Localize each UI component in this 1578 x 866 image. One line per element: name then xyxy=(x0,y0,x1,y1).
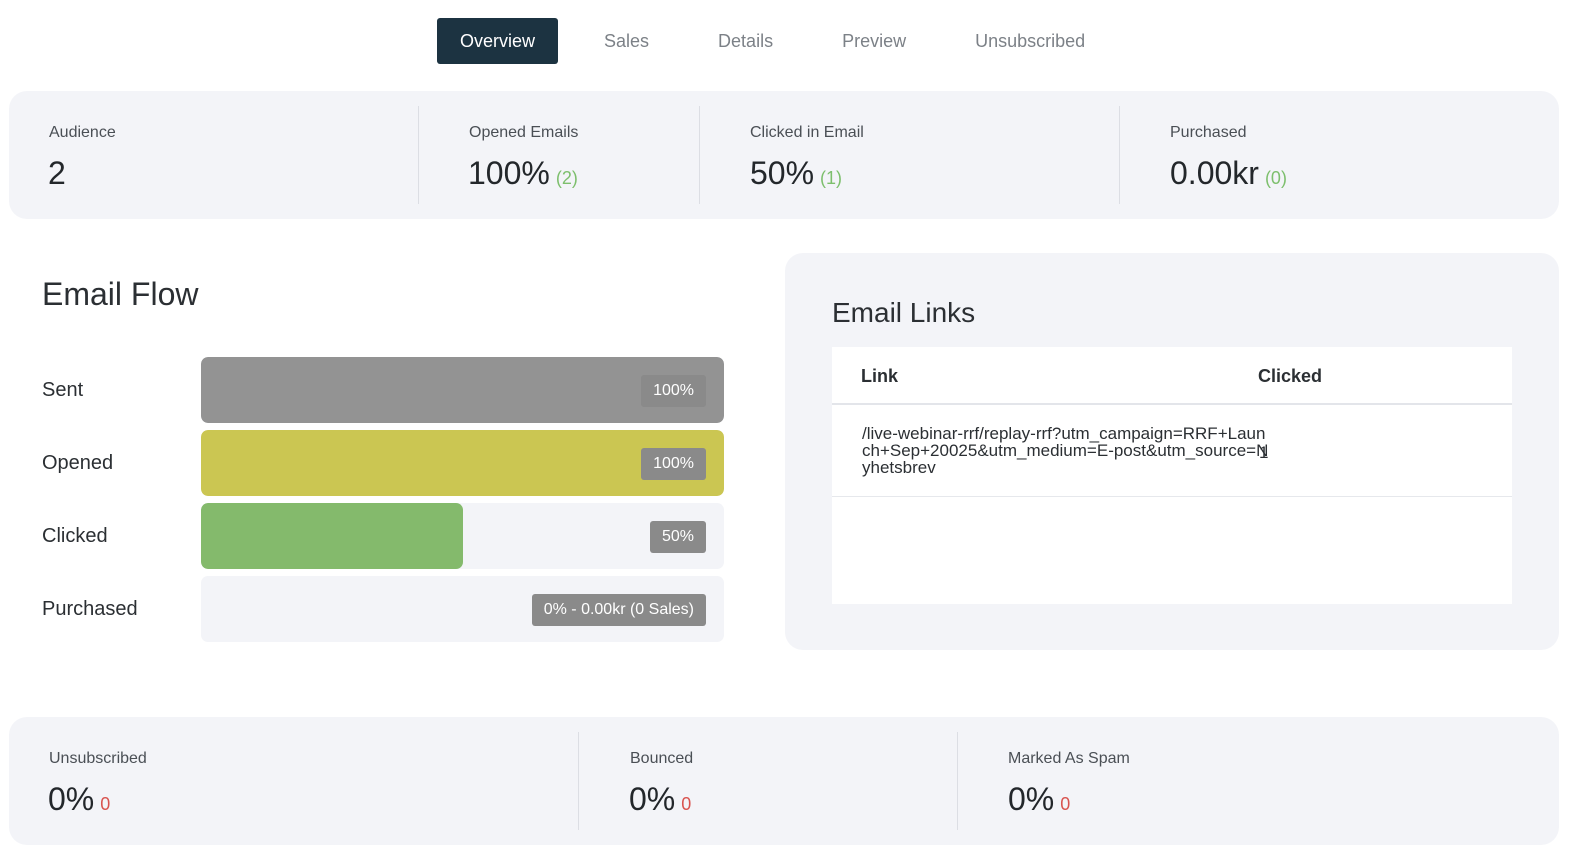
table-header: Link Clicked xyxy=(832,347,1512,405)
stat-spam-value: 0% 0 xyxy=(1008,781,1070,818)
stat-opened-value: 100% (2) xyxy=(468,155,578,192)
column-header-clicked: Clicked xyxy=(1258,366,1323,386)
flow-row-label: Opened xyxy=(42,452,114,474)
tab-details[interactable]: Details xyxy=(718,30,774,51)
flow-bar-fill xyxy=(201,357,724,423)
flow-bar-track: 100% xyxy=(201,430,724,496)
flow-bar-fill xyxy=(201,430,724,496)
flow-badge: 100% xyxy=(641,375,706,407)
stat-purchased: Purchased 0.00kr (0) xyxy=(1119,91,1559,219)
tab-unsubscribed[interactable]: Unsubscribed xyxy=(975,30,1086,51)
stat-spam-count: 0 xyxy=(1060,794,1071,814)
email-links-panel: Email Links Link Clicked /live-webinar-r… xyxy=(785,253,1559,650)
stat-opened-label: Opened Emails xyxy=(469,124,579,141)
stat-audience: Audience 2 xyxy=(9,91,418,219)
stat-opened-count: (2) xyxy=(555,168,578,188)
stat-bounced-count: 0 xyxy=(681,794,692,814)
stat-bounced-label: Bounced xyxy=(630,750,694,767)
link-url[interactable]: /live-webinar-rrf/replay-rrf?utm_campaig… xyxy=(862,424,1269,477)
stat-clicked-count: (1) xyxy=(820,168,843,188)
stat-unsubscribed-value: 0% 0 xyxy=(48,781,110,818)
divider xyxy=(957,732,958,830)
bottom-stats-card: Unsubscribed 0% 0 Bounced 0% 0 Marked As S… xyxy=(9,717,1559,845)
top-stats-card: Audience 2 Opened Emails 100% (2) Clicked… xyxy=(9,91,1559,219)
flow-badge: 0% - 0.00kr (0 Sales) xyxy=(531,594,706,626)
flow-row-purchased: Purchased 0% - 0.00kr (0 Sales) xyxy=(42,576,724,642)
flow-bar-fill xyxy=(201,503,463,569)
flow-row-label: Purchased xyxy=(42,598,138,620)
stat-clicked-label: Clicked in Email xyxy=(750,124,864,141)
stat-audience-number: 2 xyxy=(48,155,66,191)
tab-overview[interactable]: Overview xyxy=(437,18,559,64)
flow-bar-track: 0% - 0.00kr (0 Sales) xyxy=(201,576,724,642)
stat-clicked-number: 50% xyxy=(750,155,815,191)
stat-opened: Opened Emails 100% (2) xyxy=(418,91,699,219)
stat-bounced: Bounced 0% 0 xyxy=(578,717,957,845)
table-row: /live-webinar-rrf/replay-rrf?utm_campaig… xyxy=(832,405,1512,497)
stat-audience-value: 2 xyxy=(48,155,66,192)
divider xyxy=(578,732,579,830)
tab-sales[interactable]: Sales xyxy=(604,30,650,51)
stat-spam-number: 0% xyxy=(1008,781,1055,817)
tab-preview[interactable]: Preview xyxy=(842,30,907,51)
stat-purchased-value: 0.00kr (0) xyxy=(1170,155,1287,192)
divider xyxy=(418,106,419,204)
flow-row-label: Sent xyxy=(42,379,84,401)
flow-row-sent: Sent 100% xyxy=(42,357,724,423)
divider xyxy=(1119,106,1120,204)
stat-audience-label: Audience xyxy=(49,124,116,141)
stat-spam-label: Marked As Spam xyxy=(1008,750,1130,767)
flow-bar-track: 50% xyxy=(201,503,724,569)
flow-row-clicked: Clicked 50% xyxy=(42,503,724,569)
stat-purchased-number: 0.00kr xyxy=(1170,155,1259,191)
email-flow-title: Email Flow xyxy=(42,276,199,312)
tab-bar: Overview Sales Details Preview Unsubscri… xyxy=(437,18,1085,64)
email-links-table: Link Clicked /live-webinar-rrf/replay-rr… xyxy=(832,347,1512,604)
stat-unsubscribed-count: 0 xyxy=(100,794,111,814)
stat-unsubscribed: Unsubscribed 0% 0 xyxy=(9,717,578,845)
flow-row-label: Clicked xyxy=(42,525,108,547)
divider xyxy=(699,106,700,204)
flow-badge: 100% xyxy=(641,448,706,480)
flow-row-opened: Opened 100% xyxy=(42,430,724,496)
stat-purchased-count: (0) xyxy=(1264,168,1287,188)
stat-opened-number: 100% xyxy=(468,155,550,191)
stat-clicked-value: 50% (1) xyxy=(750,155,842,192)
flow-badge: 50% xyxy=(649,521,706,553)
stat-unsubscribed-label: Unsubscribed xyxy=(49,750,147,767)
stat-clicked: Clicked in Email 50% (1) xyxy=(699,91,1119,219)
stat-bounced-number: 0% xyxy=(629,781,676,817)
stat-purchased-label: Purchased xyxy=(1170,124,1247,141)
stat-unsubscribed-number: 0% xyxy=(48,781,95,817)
email-links-title: Email Links xyxy=(832,297,976,328)
flow-bar-track: 100% xyxy=(201,357,724,423)
column-header-link: Link xyxy=(861,366,899,386)
stat-bounced-value: 0% 0 xyxy=(629,781,691,818)
link-clicked-count: 1 xyxy=(1259,443,1269,462)
stat-spam: Marked As Spam 0% 0 xyxy=(957,717,1559,845)
